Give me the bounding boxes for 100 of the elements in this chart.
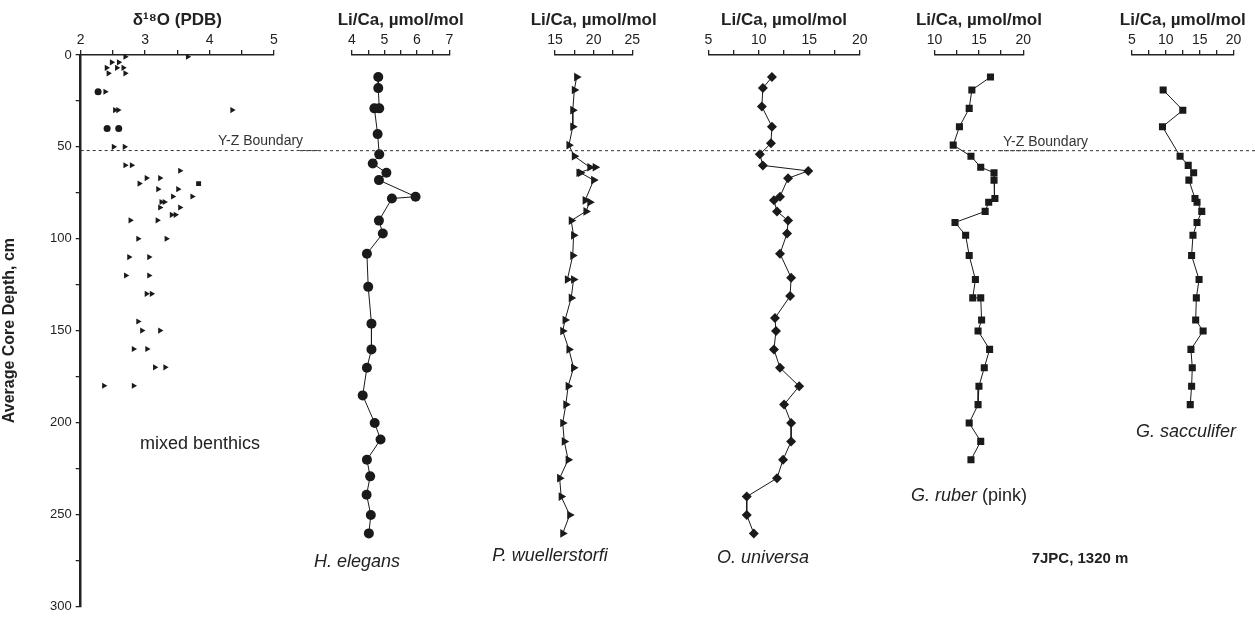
point <box>986 73 995 81</box>
point <box>386 193 397 204</box>
point <box>373 83 384 94</box>
point <box>571 275 579 284</box>
point <box>570 122 578 132</box>
point <box>968 86 976 94</box>
x-axis-title: Li/Ca, µmol/mol <box>1119 9 1246 29</box>
point <box>365 510 376 520</box>
point <box>1188 364 1196 372</box>
point <box>592 162 601 172</box>
point <box>558 492 567 501</box>
point <box>373 175 384 186</box>
point <box>363 281 374 292</box>
point <box>381 167 392 178</box>
point <box>775 362 786 373</box>
point <box>583 207 591 216</box>
point <box>967 456 975 464</box>
point <box>565 381 574 391</box>
text: 7JPC, 1320 m <box>1031 549 1129 567</box>
point <box>975 382 983 390</box>
point <box>991 194 999 203</box>
point <box>1184 161 1192 169</box>
point <box>1186 401 1194 409</box>
point <box>974 401 982 409</box>
point <box>366 318 377 329</box>
point <box>965 419 973 427</box>
x-tick-label: 15 <box>1191 31 1208 48</box>
point <box>741 491 752 502</box>
point <box>981 207 989 215</box>
x-tick-label: 5 <box>380 31 389 48</box>
point <box>560 529 568 538</box>
point <box>769 313 780 324</box>
point <box>977 437 985 445</box>
point <box>1192 316 1200 324</box>
x-tick-label: 7 <box>445 31 454 48</box>
point <box>741 510 752 520</box>
point <box>783 173 794 184</box>
point <box>803 165 814 176</box>
point <box>785 291 796 302</box>
x-tick-label: 5 <box>704 31 713 48</box>
y-tick-label: 150 <box>50 322 72 338</box>
point <box>757 83 768 94</box>
point <box>779 399 790 410</box>
point <box>366 344 377 355</box>
point <box>771 473 782 484</box>
point <box>965 104 973 112</box>
y-tick-label: 0 <box>64 46 72 62</box>
point <box>369 418 380 428</box>
point <box>357 390 368 401</box>
point <box>361 248 372 259</box>
point <box>560 418 568 428</box>
point <box>1185 176 1193 184</box>
point <box>990 169 998 177</box>
x-axis-title: Li/Ca, µmol/mol <box>721 9 848 29</box>
point <box>571 85 580 95</box>
point <box>978 316 986 324</box>
x-tick-label: 15 <box>547 31 563 48</box>
point <box>587 197 595 207</box>
x-tick-label: 20 <box>1225 31 1242 48</box>
x-tick-label: 25 <box>624 31 641 48</box>
y-tick-label: 300 <box>50 597 72 613</box>
point <box>591 175 599 185</box>
point <box>570 251 578 260</box>
point <box>1199 327 1207 335</box>
point <box>985 198 993 206</box>
point <box>951 218 959 226</box>
point <box>566 140 574 150</box>
point <box>778 454 789 465</box>
x-tick-label: 2 <box>76 31 85 48</box>
x-tick-label: 10 <box>926 31 943 48</box>
point <box>955 123 963 131</box>
point <box>1188 382 1196 390</box>
point <box>768 195 779 206</box>
annotation: P. wuellerstorfi <box>492 545 609 565</box>
point <box>783 215 794 226</box>
x-tick-label: 20 <box>585 31 602 48</box>
point <box>768 344 779 355</box>
point <box>782 228 793 239</box>
point <box>974 327 982 335</box>
point <box>365 471 376 482</box>
x-tick-label: 10 <box>751 31 767 48</box>
annotation: (pink) <box>982 484 1028 505</box>
point <box>1159 86 1167 94</box>
y-axis-title: Average Core Depth, cm <box>0 237 18 424</box>
point <box>786 272 797 283</box>
x-tick-label: 3 <box>141 31 150 48</box>
point <box>971 275 979 284</box>
point <box>1179 106 1187 114</box>
point <box>1187 345 1195 353</box>
x-tick-label: 6 <box>412 31 421 48</box>
point <box>557 473 565 483</box>
point <box>1188 252 1196 260</box>
x-tick-label: 15 <box>801 31 818 48</box>
y-tick-label: 250 <box>50 505 72 521</box>
x-axis-title: Li/Ca, µmol/mol <box>337 9 464 29</box>
x-tick-label: 20 <box>851 31 868 48</box>
x-axis-title: Li/Ca, µmol/mol <box>915 9 1042 29</box>
annotation: O. universa <box>716 547 810 567</box>
annotation: mixed benthics <box>139 432 261 453</box>
point <box>1189 231 1197 239</box>
